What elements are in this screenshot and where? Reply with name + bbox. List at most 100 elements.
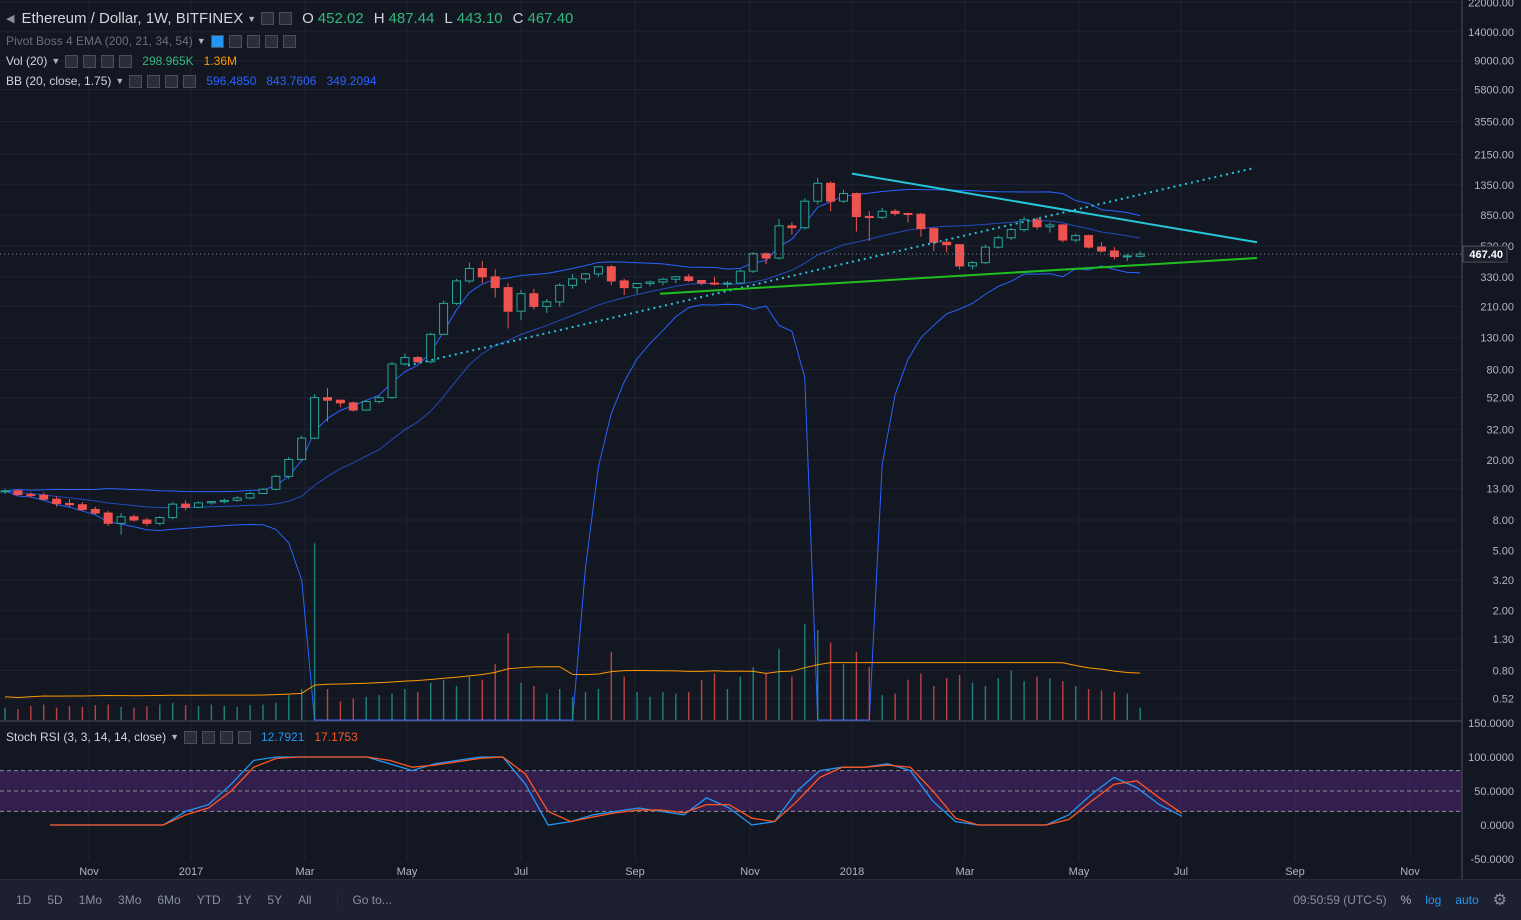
timeframe-button-1y[interactable]: 1Y	[236, 893, 252, 907]
timeframe-button-3mo[interactable]: 3Mo	[118, 893, 142, 907]
eye-icon[interactable]	[261, 12, 275, 25]
candle-body	[335, 399, 345, 404]
volume-bar	[610, 651, 612, 720]
price-tick-label: 3550.00	[1474, 117, 1514, 129]
close-icon[interactable]	[119, 54, 133, 68]
pivot-label[interactable]: Pivot Boss 4 EMA (200, 21, 34, 54)	[6, 34, 193, 48]
eye-icon[interactable]	[184, 730, 197, 744]
volume-bar	[546, 693, 548, 720]
price-tick-label: 32.00	[1486, 424, 1514, 436]
stoch-rsi-label[interactable]: Stoch RSI (3, 3, 14, 14, close)	[6, 730, 167, 744]
symbol-title[interactable]: Ethereum / Dollar, 1W, BITFINEX	[21, 10, 244, 27]
settings-icon[interactable]	[83, 54, 97, 68]
chart-grid	[0, 0, 1462, 860]
eye-icon[interactable]	[210, 34, 224, 48]
close-icon[interactable]	[183, 74, 197, 88]
candle-body	[142, 519, 152, 524]
volume-bar	[765, 673, 767, 720]
candle-body	[929, 228, 939, 243]
stoch-d-line	[50, 756, 1183, 826]
stoch-rsi-legend[interactable]: Stoch RSI (3, 3, 14, 14, close) ▼ 12.792…	[6, 730, 358, 744]
dropdown-caret-icon[interactable]: ▼	[170, 732, 179, 742]
volume-bar	[520, 682, 522, 720]
copy-icon[interactable]	[246, 34, 260, 48]
timeframe-button-all[interactable]: All	[298, 893, 312, 907]
eye-icon[interactable]	[65, 54, 79, 68]
price-tick-label: 3.20	[1493, 575, 1514, 587]
timeframe-button-6mo[interactable]: 6Mo	[157, 893, 181, 907]
settings-icon[interactable]	[202, 730, 215, 744]
bb-upper-value: 843.7606	[266, 74, 317, 88]
dropdown-caret-icon[interactable]: ▼	[196, 36, 206, 46]
volume-bar	[700, 679, 703, 720]
rsi-tick-label: -50.0000	[1471, 854, 1514, 866]
bottom-toolbar: 1D 5D 1Mo 3Mo 6Mo YTD 1Y 5Y All Go to... 09:50:5…	[0, 879, 1521, 920]
timeframe-button-ytd[interactable]: YTD	[196, 893, 221, 907]
dropdown-caret-icon[interactable]: ▼	[115, 76, 125, 86]
timeframe-button-5d[interactable]: 5D	[47, 893, 63, 907]
timeframe-button-1d[interactable]: 1D	[16, 893, 32, 907]
volume-bar	[326, 689, 329, 720]
gear-icon[interactable]: ⚙	[1492, 892, 1507, 909]
collapse-icon[interactable]: ◀	[6, 13, 15, 25]
auto-toggle[interactable]: auto	[1455, 893, 1479, 907]
rsi-tick-label: 50.0000	[1474, 786, 1514, 798]
symbol-legend[interactable]: ◀ Ethereum / Dollar, 1W, BITFINEX ▼ O 452…	[6, 10, 573, 27]
volume-bar	[159, 704, 161, 720]
candle-body	[452, 280, 461, 304]
candlesticks	[0, 177, 1145, 535]
price-tick-label: 850.00	[1480, 210, 1514, 222]
price-tick-label: 5.00	[1493, 546, 1514, 558]
settings-icon[interactable]	[228, 34, 242, 48]
price-tick-label: 80.00	[1486, 364, 1514, 376]
bollinger-bands	[4, 188, 1141, 721]
close-value: 467.40	[527, 10, 574, 27]
candle-body	[1097, 246, 1106, 252]
candle-body	[490, 276, 500, 289]
volume-bar	[55, 707, 58, 720]
candle-body	[942, 241, 952, 246]
volume-bar	[81, 706, 84, 720]
goto-button[interactable]: Go to...	[337, 893, 392, 907]
candle-body	[761, 253, 771, 259]
settings-icon[interactable]	[279, 12, 293, 25]
more-icon[interactable]	[264, 34, 278, 48]
volume-bar	[249, 705, 251, 720]
timeframe-button-5y[interactable]: 5Y	[267, 893, 283, 907]
volume-bar	[197, 706, 200, 720]
candle-body	[903, 212, 913, 215]
timeframe-button-1mo[interactable]: 1Mo	[78, 893, 103, 907]
close-icon[interactable]	[282, 34, 296, 48]
price-tick-label: 2.00	[1493, 606, 1514, 618]
dropdown-caret-icon[interactable]: ▼	[51, 56, 61, 66]
stoch-d-value: 17.1753	[314, 730, 358, 744]
add-icon[interactable]	[165, 74, 179, 88]
add-icon[interactable]	[101, 54, 115, 68]
eye-icon[interactable]	[129, 74, 143, 88]
pivot-legend[interactable]: Pivot Boss 4 EMA (200, 21, 34, 54) ▼	[6, 34, 296, 48]
volume-bar	[946, 678, 948, 720]
percent-toggle[interactable]: %	[1400, 893, 1412, 907]
dropdown-caret-icon[interactable]: ▼	[247, 13, 257, 24]
volume-legend[interactable]: Vol (20) ▼ 298.965K 1.36M	[6, 54, 237, 68]
price-tick-label: 13.00	[1486, 483, 1514, 495]
log-toggle[interactable]: log	[1425, 893, 1442, 907]
volume-bar	[468, 676, 471, 720]
candle-body	[168, 503, 178, 519]
volume-bar	[133, 707, 135, 720]
bb-legend[interactable]: BB (20, close, 1.75) ▼ 596.4850 843.7606…	[6, 74, 377, 88]
candle-body	[980, 246, 990, 264]
volume-label[interactable]: Vol (20)	[6, 54, 48, 68]
settings-icon[interactable]	[147, 74, 161, 88]
close-icon[interactable]	[238, 730, 251, 744]
candle-body	[103, 512, 113, 524]
rsi-tick-label: 100.0000	[1468, 752, 1514, 764]
price-chart[interactable]: 22000.00 14000.00 9000.00 5800.00 3550.00 215…	[0, 0, 1521, 879]
open-label: O	[302, 10, 314, 27]
bb-label[interactable]: BB (20, close, 1.75)	[6, 74, 112, 88]
volume-bar	[262, 704, 264, 720]
volume-bar	[1036, 676, 1038, 720]
candle-body	[219, 499, 229, 503]
volume-bar	[842, 664, 845, 720]
add-icon[interactable]	[220, 730, 233, 744]
